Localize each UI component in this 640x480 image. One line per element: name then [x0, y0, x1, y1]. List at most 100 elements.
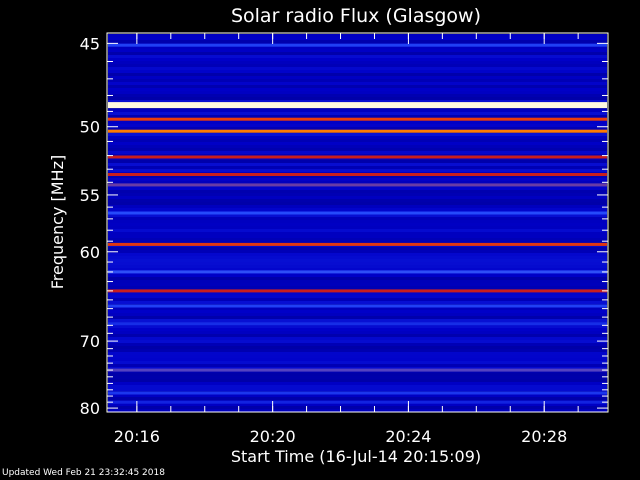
frequency-band — [108, 43, 607, 47]
heatmap-row — [108, 220, 607, 223]
heatmap-row — [108, 178, 607, 181]
heatmap-row — [108, 280, 607, 283]
heatmap-row — [108, 247, 607, 250]
frequency-band — [108, 183, 607, 187]
heatmap-row — [108, 337, 607, 340]
y-tick-label: 70 — [80, 332, 100, 351]
heatmap-row — [108, 313, 607, 316]
heatmap-row — [108, 223, 607, 226]
frequency-band — [108, 211, 607, 215]
heatmap-row — [108, 265, 607, 268]
heatmap-row — [108, 109, 607, 112]
heatmap-row — [108, 34, 607, 37]
heatmap-row — [108, 379, 607, 382]
heatmap-row — [108, 274, 607, 277]
heatmap-row — [108, 136, 607, 139]
heatmap-row — [108, 373, 607, 376]
heatmap-row — [108, 277, 607, 280]
heatmap-row — [108, 301, 607, 304]
y-tick-label: 60 — [80, 243, 100, 262]
heatmap-row — [108, 76, 607, 79]
heatmap-row — [108, 145, 607, 148]
heatmap-row — [108, 181, 607, 184]
updated-timestamp: Updated Wed Feb 21 23:32:45 2018 — [2, 468, 165, 478]
heatmap-row — [108, 205, 607, 208]
frequency-band — [108, 117, 607, 121]
heatmap-row — [108, 235, 607, 238]
heatmap-row — [108, 175, 607, 178]
heatmap-row — [108, 97, 607, 100]
frequency-band — [108, 322, 607, 326]
plot-frame — [106, 32, 609, 413]
heatmap-row — [108, 91, 607, 94]
x-tick-label: 20:20 — [250, 427, 296, 446]
heatmap-row — [108, 367, 607, 370]
heatmap-row — [108, 214, 607, 217]
heatmap-row — [108, 124, 607, 127]
heatmap-row — [108, 286, 607, 289]
frequency-band — [108, 289, 607, 293]
heatmap-row — [108, 151, 607, 154]
heatmap-row — [108, 376, 607, 379]
heatmap-area — [108, 34, 607, 412]
heatmap-row — [108, 46, 607, 49]
heatmap-row — [108, 115, 607, 118]
frequency-band — [108, 270, 607, 274]
heatmap-row — [108, 325, 607, 328]
heatmap-row — [108, 340, 607, 343]
heatmap-row — [108, 241, 607, 244]
heatmap-row — [108, 88, 607, 91]
heatmap-row — [108, 346, 607, 349]
frequency-band — [108, 304, 607, 308]
heatmap-row — [108, 319, 607, 322]
heatmap-row — [108, 40, 607, 43]
frequency-band — [108, 400, 607, 404]
heatmap-row — [108, 166, 607, 169]
frequency-band — [108, 242, 607, 246]
heatmap-row — [108, 148, 607, 151]
chart-title: Solar radio Flux (Glasgow) — [231, 5, 481, 27]
frequency-band — [108, 368, 607, 372]
heatmap-row — [108, 94, 607, 97]
y-axis: 45 50 55 60 70 80 — [80, 34, 608, 418]
heatmap-row — [108, 382, 607, 385]
heatmap-row — [108, 64, 607, 67]
frequency-band — [108, 391, 607, 395]
heatmap-row — [108, 187, 607, 190]
heatmap-row — [108, 208, 607, 211]
heatmap-row — [108, 226, 607, 229]
heatmap-row — [108, 352, 607, 355]
heatmap-row — [108, 364, 607, 367]
heatmap-row — [108, 256, 607, 259]
x-axis-title: Start Time (16-Jul-14 20:15:09) — [231, 447, 481, 466]
frequency-band — [108, 173, 607, 176]
heatmap-row — [108, 250, 607, 253]
heatmap-row — [108, 70, 607, 73]
heatmap-row — [108, 343, 607, 346]
heatmap-row — [108, 406, 607, 409]
y-tick-label: 45 — [80, 34, 100, 53]
heatmap-row — [108, 190, 607, 193]
heatmap-row — [108, 409, 607, 412]
heatmap-row — [108, 73, 607, 76]
heatmap-row — [108, 307, 607, 310]
heatmap-row — [108, 259, 607, 262]
heatmap-row — [108, 49, 607, 52]
heatmap-row — [108, 121, 607, 124]
heatmap-row — [108, 397, 607, 400]
heatmap-row — [108, 388, 607, 391]
heatmap-row — [108, 229, 607, 232]
heatmap-row — [108, 253, 607, 256]
heatmap-row — [108, 193, 607, 196]
x-axis: 20:16 20:20 20:24 20:28 — [114, 33, 579, 446]
heatmap-row — [108, 328, 607, 331]
frequency-band — [108, 129, 607, 133]
heatmap-row — [108, 100, 607, 103]
y-tick-label: 80 — [80, 399, 100, 418]
heatmap-row — [108, 262, 607, 265]
heatmap-row — [108, 85, 607, 88]
heatmap-row — [108, 196, 607, 199]
x-tick-label: 20:16 — [114, 427, 160, 446]
heatmap-row — [108, 142, 607, 145]
